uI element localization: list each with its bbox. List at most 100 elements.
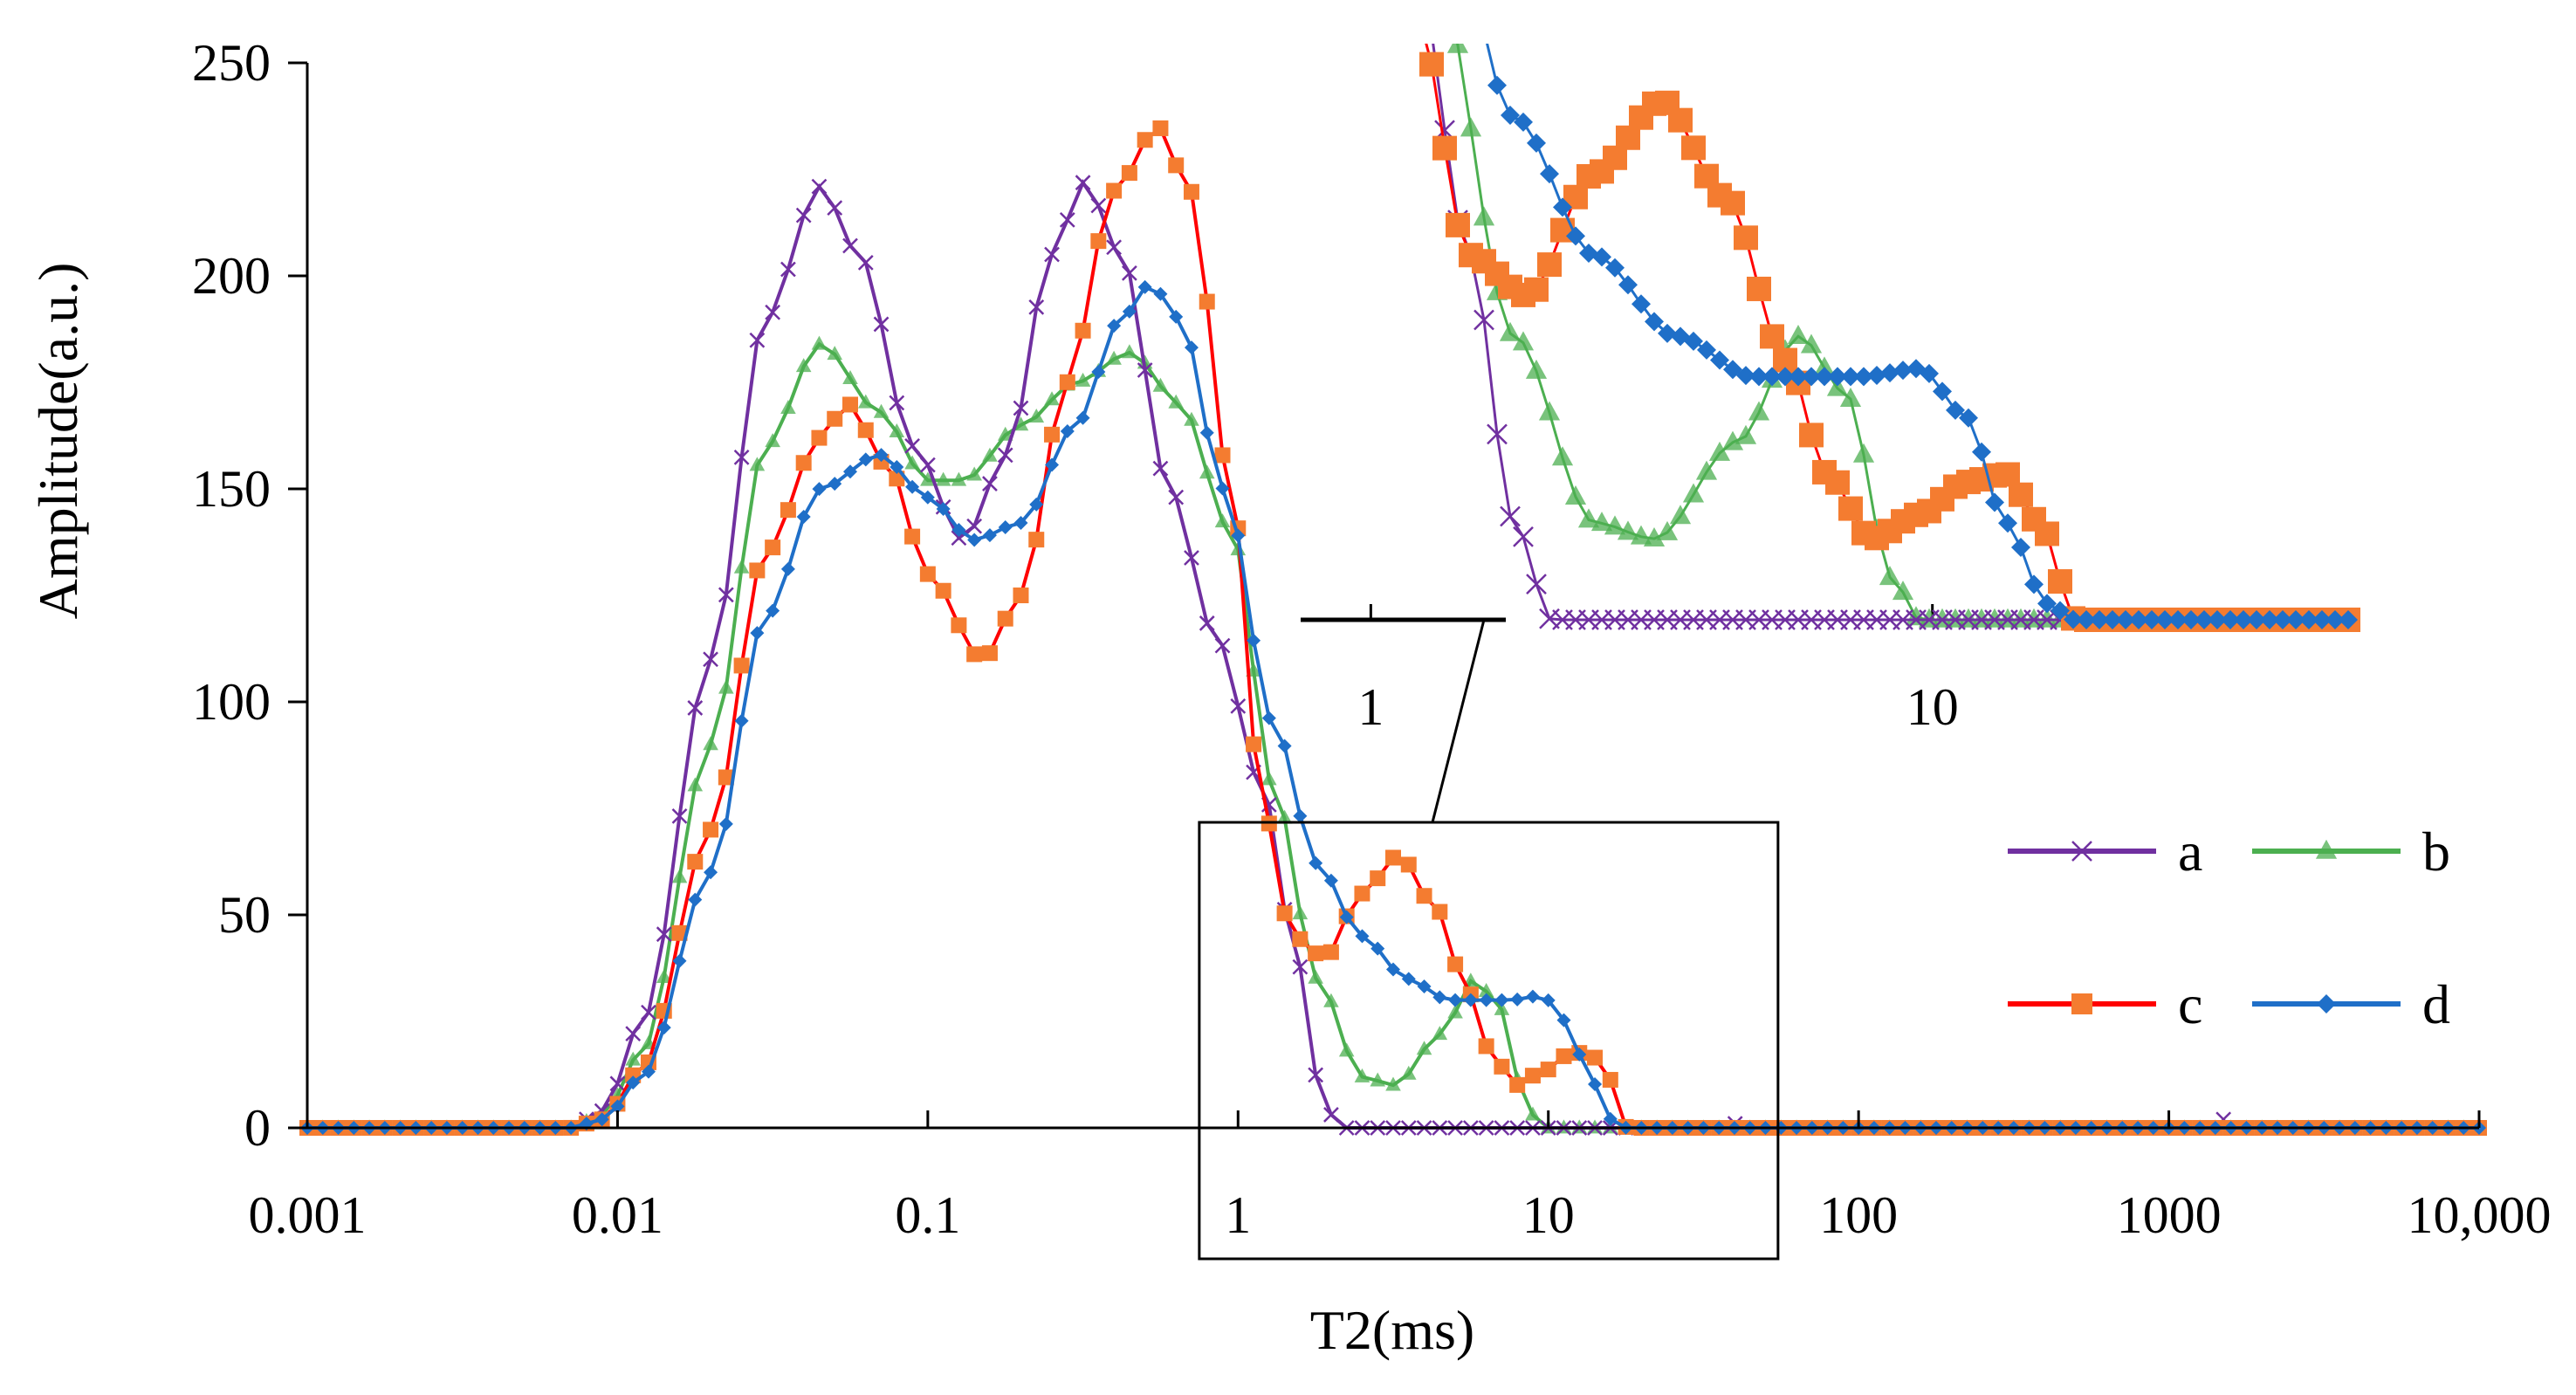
data-point-c [1322,944,1339,960]
data-point-d [1261,711,1276,725]
data-point-b [889,423,905,438]
legend-marker-a [2071,841,2092,862]
data-point-b [842,370,858,385]
data-point-a [1199,615,1215,631]
data-point-b [687,777,704,792]
inset-data-point-d [1880,363,1899,383]
legend-item-a: a [2008,821,2202,883]
x-tick-label: 10 [1522,1186,1575,1244]
data-point-d [1045,457,1060,472]
data-point-b [1416,1041,1432,1055]
inset-data-point-d [1645,312,1664,332]
data-point-b [997,426,1013,441]
data-point-d [920,490,935,505]
zoom-connector-line [1431,619,1486,823]
data-point-c [1137,132,1153,148]
inset-data-point-c [1419,52,1444,77]
data-point-d [874,448,889,463]
inset-data-point-d [2168,610,2188,629]
inset-series-line-c [1425,44,2348,622]
data-point-c [1106,182,1123,199]
inset-data-point-d [1998,513,2017,533]
inset-data-point-d [1789,367,1808,387]
inset-data-point-b [1604,515,1626,535]
data-point-a [703,651,718,668]
y-tick-label: 150 [192,460,271,518]
series-line-a [307,179,2479,1130]
legend-label-c: c [2178,973,2202,1035]
inset-data-point-a [1473,309,1494,331]
data-point-d [1339,910,1354,924]
inset-data-point-b [1813,356,1836,376]
data-point-d [1323,873,1338,888]
data-point-b [749,457,766,471]
inset-data-point-d [1697,340,1716,360]
data-point-a [966,518,983,534]
inset-data-point-d [1867,365,1886,385]
inset-data-point-b [1682,483,1705,503]
data-point-b [1276,809,1293,824]
data-point-d [780,561,795,576]
x-tick-label: 0.001 [249,1186,367,1244]
data-point-d [1137,279,1152,294]
data-point-c [1416,888,1432,904]
inset-data-point-a [1526,574,1547,595]
data-point-c [671,924,688,941]
data-point-b [1199,464,1215,479]
data-point-b [1292,905,1309,920]
data-point-c [1308,945,1324,962]
inset-data-point-d [2221,610,2240,629]
y-axis-title: Amplitude(a.u.) [27,263,89,620]
data-point-b [1354,1068,1370,1082]
inset-data-point-d [1920,363,1939,383]
inset-data-point-b [1590,512,1613,532]
inset-data-point-c [1524,277,1549,302]
x-tick-label: 0.01 [572,1186,663,1244]
inset-series-line-b [1456,44,2348,622]
inset-data-point-b [1577,508,1600,528]
data-point-d [718,816,733,831]
data-point-c [1059,374,1075,390]
inset-series-b [1446,44,2360,628]
legend-item-d: d [2252,973,2450,1035]
data-point-c [966,646,983,663]
data-point-d [951,523,966,538]
data-point-b [1122,344,1137,359]
data-point-d [1525,989,1540,1004]
data-point-d [828,477,842,491]
inset-data-point-c [1760,324,1784,349]
data-point-d [1448,993,1463,1007]
inset-data-point-d [1841,367,1860,387]
data-point-c [1246,736,1262,752]
y-tick-label: 200 [192,247,271,305]
data-point-a [827,200,843,216]
data-point-b [951,471,967,486]
data-point-d [766,603,780,618]
y-tick-label: 0 [244,1099,271,1157]
data-point-d [1417,979,1432,994]
inset-data-point-d [1985,492,2004,512]
data-point-d [1541,993,1556,1007]
data-point-b [1152,377,1169,392]
inset-x-tick-label: 10 [1906,678,1959,736]
inset-data-point-d [2090,610,2109,629]
data-point-c [1199,293,1215,310]
data-point-d [626,1075,641,1090]
inset-data-point-d [2208,610,2227,629]
data-point-c [795,455,812,471]
data-point-a [780,261,796,278]
data-point-d [672,953,687,968]
inset-data-point-c [2048,569,2072,594]
data-point-a [919,457,936,473]
data-point-d [750,626,765,641]
inset-series-d [1486,44,2358,629]
data-point-c [919,566,936,582]
data-point-d [656,1020,671,1035]
inset-data-point-b [1892,581,1914,601]
inset-data-point-d [2024,574,2044,594]
data-point-d [688,892,703,907]
data-point-d [610,1099,625,1114]
inset-data-point-d [2155,610,2174,629]
data-point-b [1184,411,1199,426]
data-point-d [1107,319,1122,333]
